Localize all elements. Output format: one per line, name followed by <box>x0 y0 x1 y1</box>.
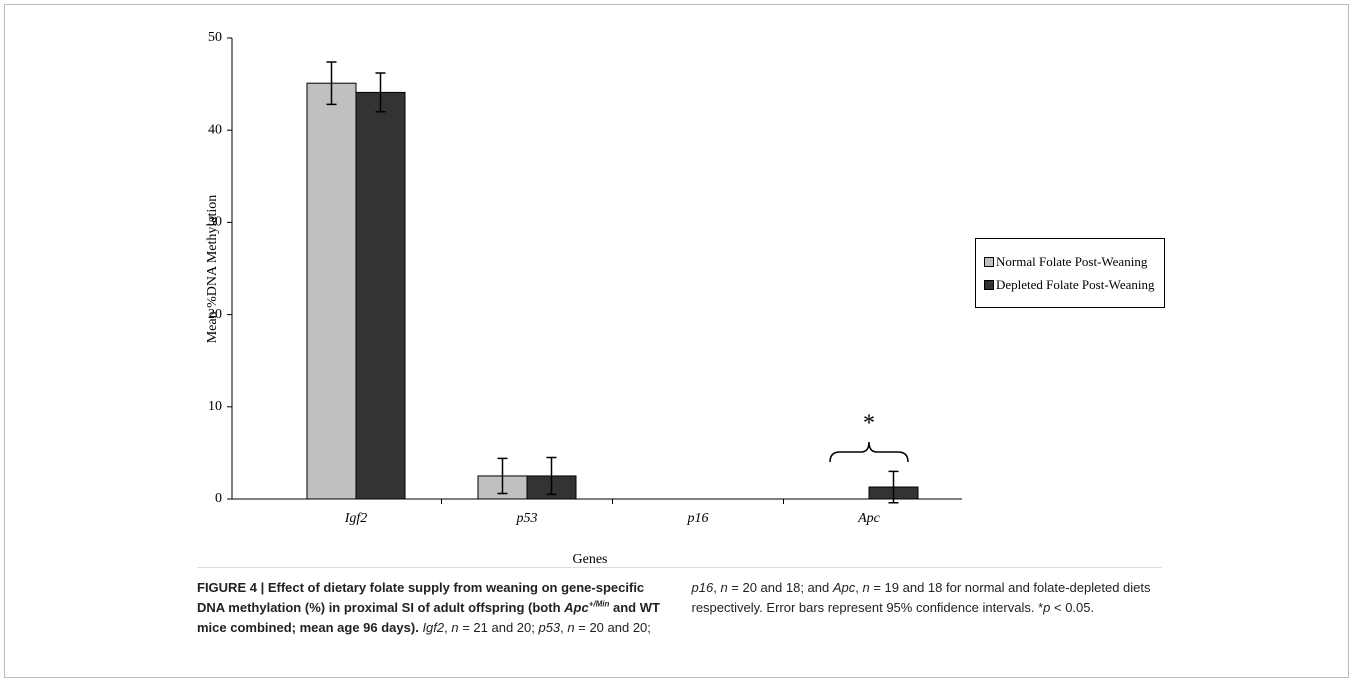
x-tick-label: Apc <box>857 511 881 526</box>
legend-entry: Normal Folate Post-Weaning <box>984 253 1156 270</box>
separator <box>197 567 1162 568</box>
error-bar <box>497 457 508 495</box>
p: p <box>1043 600 1051 615</box>
caption-text: , <box>560 620 568 635</box>
legend-swatch <box>984 280 994 290</box>
y-tick-label: 50 <box>208 30 222 45</box>
frame <box>4 4 1349 678</box>
caption-text: = 20 and 20; <box>574 620 651 635</box>
caption-text: < 0.05. <box>1050 600 1095 615</box>
caption-text: = 21 and 20; <box>458 620 539 635</box>
caption-title: and WT mice combined; mean age 96 days). <box>197 600 660 635</box>
superscript: +/Min <box>588 599 610 609</box>
brace <box>829 441 909 463</box>
n: n <box>567 620 575 635</box>
legend-label: Depleted Folate Post-Weaning <box>996 277 1155 292</box>
n: n <box>451 620 459 635</box>
bar <box>355 91 406 500</box>
legend-label: Normal Folate Post-Weaning <box>996 254 1148 269</box>
caption-title: FIGURE 4 | Effect of dietary folate supp… <box>197 580 645 615</box>
legend: Normal Folate Post-Weaning Depleted Folat… <box>975 238 1165 308</box>
gene: Igf2 <box>422 620 445 635</box>
y-axis-title: Mean %DNA Methylation <box>205 195 220 344</box>
annotation: * <box>863 411 875 437</box>
caption-text: , <box>444 620 452 635</box>
error-bar <box>546 456 557 496</box>
y-tick-label: 0 <box>215 491 222 506</box>
legend-entry: Depleted Folate Post-Weaning <box>984 276 1156 293</box>
gene: p16 <box>691 580 714 595</box>
x-tick-label: p16 <box>687 511 709 526</box>
caption-text: , <box>713 580 721 595</box>
caption-text: = 19 and 18 for normal and folate-deplet… <box>691 580 1151 615</box>
y-tick-label: 40 <box>208 122 222 137</box>
x-tick-label: Igf2 <box>344 511 368 526</box>
error-bar <box>375 72 386 113</box>
y-tick-label: 20 <box>208 307 222 322</box>
y-tick-label: 10 <box>208 399 222 414</box>
n: n <box>862 580 870 595</box>
bar <box>306 82 357 500</box>
gene: Apc <box>564 600 589 615</box>
caption: FIGURE 4 | Effect of dietary folate supp… <box>197 578 1162 638</box>
n: n <box>720 580 728 595</box>
error-bar <box>888 470 899 504</box>
gene: Apc <box>832 580 856 595</box>
x-axis-title: Genes <box>573 552 608 567</box>
x-tick-label: p53 <box>516 511 538 526</box>
error-bar <box>326 61 337 106</box>
legend-swatch <box>984 257 994 267</box>
y-tick-label: 30 <box>208 215 222 230</box>
caption-text: = 20 and 18; and <box>727 580 833 595</box>
caption-text: , <box>855 580 863 595</box>
gene: p53 <box>538 620 561 635</box>
